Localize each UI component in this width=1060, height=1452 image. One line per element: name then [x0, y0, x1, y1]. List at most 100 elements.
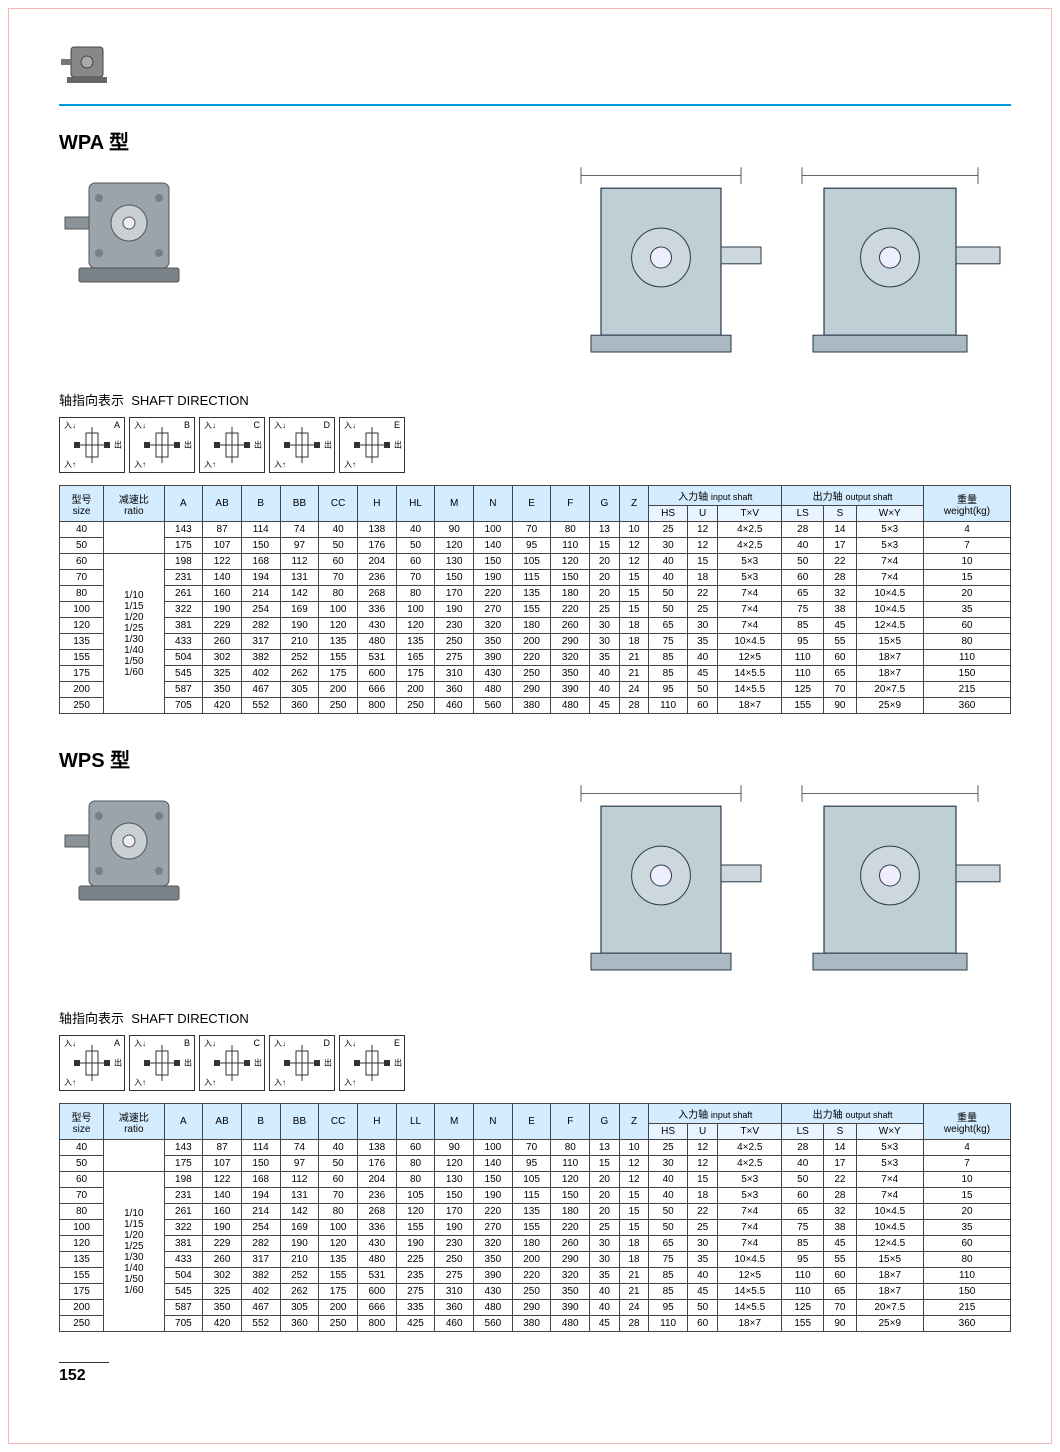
cell: 120	[396, 1204, 435, 1220]
cell: 587	[164, 1300, 203, 1316]
cell: 15	[924, 570, 1011, 586]
cell: 14×5.5	[718, 1300, 782, 1316]
th-col: BB	[280, 486, 319, 522]
header-divider	[59, 104, 1011, 106]
cell: 18	[619, 1252, 649, 1268]
cell: 560	[474, 1316, 513, 1332]
cell: 75	[782, 1220, 824, 1236]
cell: 90	[824, 1316, 856, 1332]
cell: 5×3	[718, 1172, 782, 1188]
cell: 7×4	[856, 570, 923, 586]
cell: 310	[435, 1284, 474, 1300]
cell: 87	[203, 1140, 242, 1156]
cell: 270	[474, 1220, 513, 1236]
out-label: 出	[394, 440, 402, 451]
cell-size: 250	[60, 698, 104, 714]
th-col: N	[474, 486, 513, 522]
cell: 7×4	[718, 602, 782, 618]
cell: 7×4	[856, 554, 923, 570]
cell: 260	[203, 634, 242, 650]
cell: 175	[164, 1156, 203, 1172]
th-sub: HS	[649, 506, 688, 522]
cell: 20	[924, 1204, 1011, 1220]
th-sub: U	[687, 1124, 717, 1140]
cell: 70	[319, 1188, 358, 1204]
cell: 180	[512, 1236, 551, 1252]
cell: 80	[396, 1172, 435, 1188]
cell: 25×9	[856, 698, 923, 714]
cell: 169	[280, 602, 319, 618]
cell: 10×4.5	[718, 634, 782, 650]
in-arrow-icon: 入↓	[274, 1038, 286, 1049]
cell: 175	[396, 666, 435, 682]
cell: 215	[924, 682, 1011, 698]
cell: 800	[357, 698, 396, 714]
cell: 460	[435, 1316, 474, 1332]
th-col: H	[357, 1104, 396, 1140]
cell: 40	[649, 554, 688, 570]
cell-size: 70	[60, 1188, 104, 1204]
cell: 122	[203, 554, 242, 570]
cell: 40	[590, 682, 620, 698]
cell: 433	[164, 1252, 203, 1268]
cell: 65	[824, 1284, 856, 1300]
in-arrow-icon: 入↑	[274, 1077, 286, 1088]
th-sub: U	[687, 506, 717, 522]
cell: 15	[619, 1188, 649, 1204]
cell: 12	[687, 538, 717, 554]
cell: 545	[164, 1284, 203, 1300]
cell: 229	[203, 618, 242, 634]
cell: 302	[203, 650, 242, 666]
cell: 80	[551, 522, 590, 538]
cell: 75	[649, 1252, 688, 1268]
product-photo	[59, 781, 199, 921]
cell: 25	[687, 602, 717, 618]
cell: 60	[396, 554, 435, 570]
cell: 18	[687, 570, 717, 586]
cell: 10	[619, 1140, 649, 1156]
cell: 80	[319, 586, 358, 602]
th-sub: S	[824, 506, 856, 522]
cell: 290	[551, 634, 590, 650]
shaft-direction-label: 轴指向表示 SHAFT DIRECTION	[59, 1008, 1011, 1027]
tech-drawings	[229, 163, 1011, 378]
th-sub: S	[824, 1124, 856, 1140]
cell: 380	[512, 698, 551, 714]
cell: 10×4.5	[856, 586, 923, 602]
th-sub: T×V	[718, 506, 782, 522]
th-weight: 重量weight(kg)	[924, 1104, 1011, 1140]
cell: 545	[164, 666, 203, 682]
cell: 600	[357, 666, 396, 682]
cell: 325	[203, 1284, 242, 1300]
cell: 350	[474, 634, 513, 650]
cell: 115	[512, 570, 551, 586]
cell: 430	[474, 666, 513, 682]
cell: 70	[824, 682, 856, 698]
cell: 75	[782, 602, 824, 618]
cell: 30	[590, 634, 620, 650]
cell: 155	[782, 698, 824, 714]
cell: 120	[551, 1172, 590, 1188]
cell: 504	[164, 1268, 203, 1284]
cell: 231	[164, 1188, 203, 1204]
cell-size: 200	[60, 1300, 104, 1316]
cell: 336	[357, 1220, 396, 1236]
cell: 200	[512, 1252, 551, 1268]
cell: 85	[649, 650, 688, 666]
in-arrow-icon: 入↓	[204, 420, 216, 431]
cell: 214	[241, 1204, 280, 1220]
cell: 30	[590, 1252, 620, 1268]
cell: 12×5	[718, 1268, 782, 1284]
cell: 190	[203, 602, 242, 618]
cell: 10×4.5	[856, 1220, 923, 1236]
cell: 220	[512, 1268, 551, 1284]
th-col: H	[357, 486, 396, 522]
cell: 320	[474, 1236, 513, 1252]
cell: 170	[435, 586, 474, 602]
cell: 135	[396, 634, 435, 650]
cell: 143	[164, 1140, 203, 1156]
cell: 531	[357, 650, 396, 666]
cell: 87	[203, 522, 242, 538]
cell: 252	[280, 650, 319, 666]
cell: 30	[649, 538, 688, 554]
